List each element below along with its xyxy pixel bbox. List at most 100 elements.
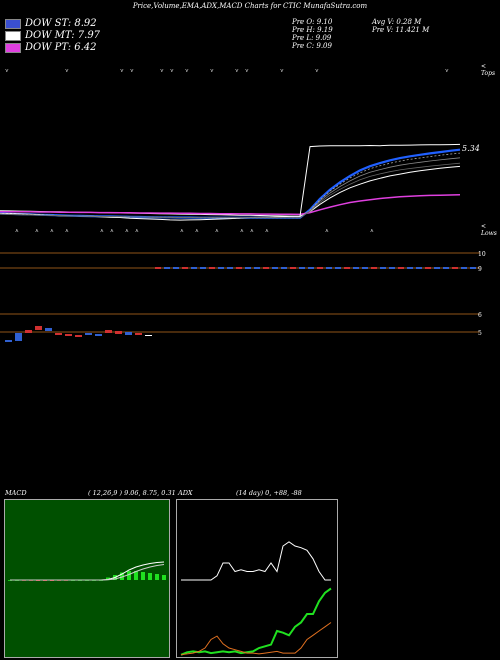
volume-bar-top-25 [380,267,386,269]
volume-bar-top-17 [308,267,314,269]
volume-bar-top-26 [389,267,395,269]
low-marker-0: ⋏ [15,228,19,234]
ohlc-avg-volume: Avg V: 0.28 M [372,18,422,26]
volume-bar-top-35 [470,267,476,269]
volume-bar-low-8 [85,333,92,335]
volume-bar-top-8 [227,267,233,269]
volume-bar-top-9 [236,267,242,269]
low-marker-1: ⋏ [35,228,39,234]
volume-bar-top-29 [416,267,422,269]
volume-bar-top-22 [353,267,359,269]
legend-dow-mt-label: DOW MT: 7.97 [25,30,101,41]
macd-hist-bar-16 [120,572,124,580]
series-line-dow-pt-6-42 [0,194,461,216]
volume-bar-top-21 [344,267,350,269]
volume-bar-low-14 [145,335,152,336]
top-marker-0: ⋎ [5,68,9,74]
macd-label: MACD [5,489,27,497]
low-marker-6: ⋏ [125,228,129,234]
volume-bar-low-1 [15,333,22,341]
volume-bar-low-9 [95,334,102,336]
legend-dow-pt-swatch [5,42,21,53]
low-marker-3: ⋏ [65,228,69,234]
series-line-dow-mt-7-97 [0,165,461,217]
macd-hist-bar-20 [148,573,152,580]
volume-bar-top-27 [398,267,404,269]
series-line-price [0,143,461,221]
macd-line-signal [10,564,165,581]
volume-bar-top-16 [299,267,305,269]
series-line-dow-st-8-92 [0,148,461,219]
volume-bar-top-11 [254,267,260,269]
volume-bar-top-6 [209,267,215,269]
macd-hist-bar-22 [162,575,166,580]
low-marker-4: ⋏ [100,228,104,234]
price-chart: ⋎ ⋎ ⋎ ⋎ ⋎ ⋎ ⋎ ⋎ ⋎ ⋎ ⋎ ⋎ ⋎ ⋏ ⋏ ⋏ ⋏ ⋏ ⋏ ⋏ ⋏ ⋏ ⋏ ⋏ ⋏ ⋏ ⋏ ⋏ ⋏ [0,68,480,342]
low-marker-12: ⋏ [250,228,254,234]
volume-bar-top-23 [362,267,368,269]
top-marker-1: ⋎ [65,68,69,74]
low-marker-13: ⋏ [265,228,269,234]
volume-bar-low-13 [135,333,142,335]
legend-dow-st-label: DOW ST: 8.92 [25,18,97,29]
level-label-5: 5 [478,330,482,337]
low-marker-5: ⋏ [110,228,114,234]
volume-bar-top-5 [200,267,206,269]
volume-bar-low-3 [35,326,42,330]
ohlc-close: Pre C: 9.09 [292,42,332,50]
volume-bar-top-20 [335,267,341,269]
legend-dow-st: DOW ST: 8.92 [5,18,97,29]
volume-bar-low-11 [115,331,122,334]
macd-hist-bar-14 [106,577,110,580]
last-price-label: 5.34 [462,144,480,153]
low-marker-2: ⋏ [50,228,54,234]
volume-bar-top-0 [155,267,161,269]
legend-dow-mt-swatch [5,30,21,41]
ohlc-low: Pre L: 9.09 [292,34,332,42]
volume-bar-top-12 [263,267,269,269]
adx-label: ADX [178,489,193,497]
macd-params: ( 12,26,9 ) 9.06, 8.75, 0.31 [88,489,176,497]
macd-chart [8,561,166,581]
top-marker-8: ⋎ [235,68,239,74]
top-marker-2: ⋎ [120,68,124,74]
volume-bar-low-0 [5,340,12,342]
top-marker-6: ⋎ [185,68,189,74]
volume-bar-top-31 [434,267,440,269]
volume-bar-top-28 [407,267,413,269]
ema-band-2 [0,162,461,219]
volume-bar-top-32 [443,267,449,269]
lows-label: < Lows [481,223,497,237]
low-marker-9: ⋏ [195,228,199,234]
ema-band-0 [0,152,461,219]
volume-bar-low-6 [65,334,72,336]
macd-hist-bar-18 [134,571,138,580]
level-label-6: 6 [478,312,482,319]
top-marker-7: ⋎ [210,68,214,74]
adx-chart [180,541,332,656]
top-marker-4: ⋎ [160,68,164,74]
adx-params: (14 day) 0, +88, -88 [236,489,302,497]
volume-bar-top-4 [191,267,197,269]
top-marker-11: ⋎ [315,68,319,74]
low-marker-7: ⋏ [135,228,139,234]
volume-bar-top-30 [425,267,431,269]
volume-bar-low-4 [45,328,52,331]
volume-bar-top-13 [272,267,278,269]
macd-hist-bar-17 [127,571,131,580]
volume-bar-top-15 [290,267,296,269]
adx-line--di [180,622,332,656]
volume-bar-top-14 [281,267,287,269]
volume-bar-top-19 [326,267,332,269]
legend-dow-pt-label: DOW PT: 6.42 [25,42,97,53]
chart-title: Price,Volume,EMA,ADX,MACD Charts for CTI… [132,2,368,10]
volume-bar-top-1 [164,267,170,269]
volume-bar-top-33 [452,267,458,269]
macd-line-macd [10,561,165,581]
volume-bar-top-7 [218,267,224,269]
volume-bar-low-7 [75,335,82,337]
legend-dow-st-swatch [5,18,21,29]
volume-bar-top-34 [461,267,467,269]
level-label-10: 10 [478,251,486,258]
ohlc-high: Pre H: 9.19 [292,26,333,34]
